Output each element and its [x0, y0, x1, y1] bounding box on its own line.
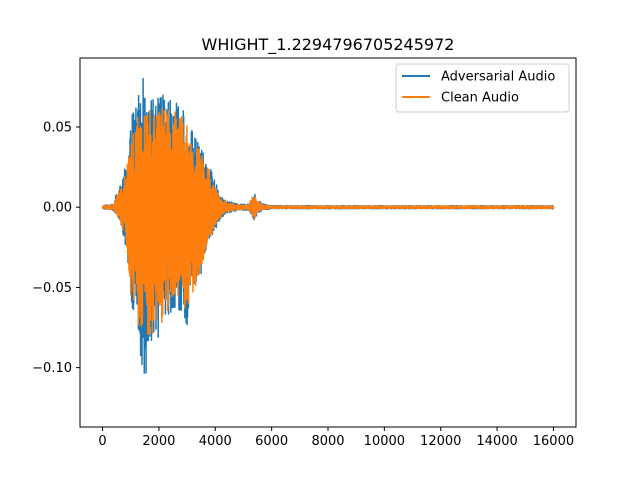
y-tick-label: −0.10	[32, 361, 72, 376]
y-tick-label: −0.05	[32, 281, 72, 296]
x-tick-label: 12000	[420, 434, 461, 449]
chart-title: WHIGHT_1.2294796705245972	[202, 35, 455, 55]
y-tick-label: 0.05	[43, 120, 72, 135]
legend-label-adversarial: Adversarial Audio	[441, 70, 555, 85]
x-tick-label: 16000	[533, 434, 574, 449]
x-tick-label: 4000	[199, 434, 232, 449]
x-tick-label: 0	[98, 434, 106, 449]
x-tick-label: 2000	[142, 434, 175, 449]
legend-label-clean: Clean Audio	[441, 91, 519, 106]
x-tick-label: 6000	[255, 434, 288, 449]
x-tick-label: 14000	[476, 434, 517, 449]
x-tick-label: 8000	[311, 434, 344, 449]
y-tick-label: 0.00	[43, 201, 72, 216]
x-tick-label: 10000	[364, 434, 405, 449]
legend: Adversarial Audio Clean Audio	[396, 64, 569, 112]
